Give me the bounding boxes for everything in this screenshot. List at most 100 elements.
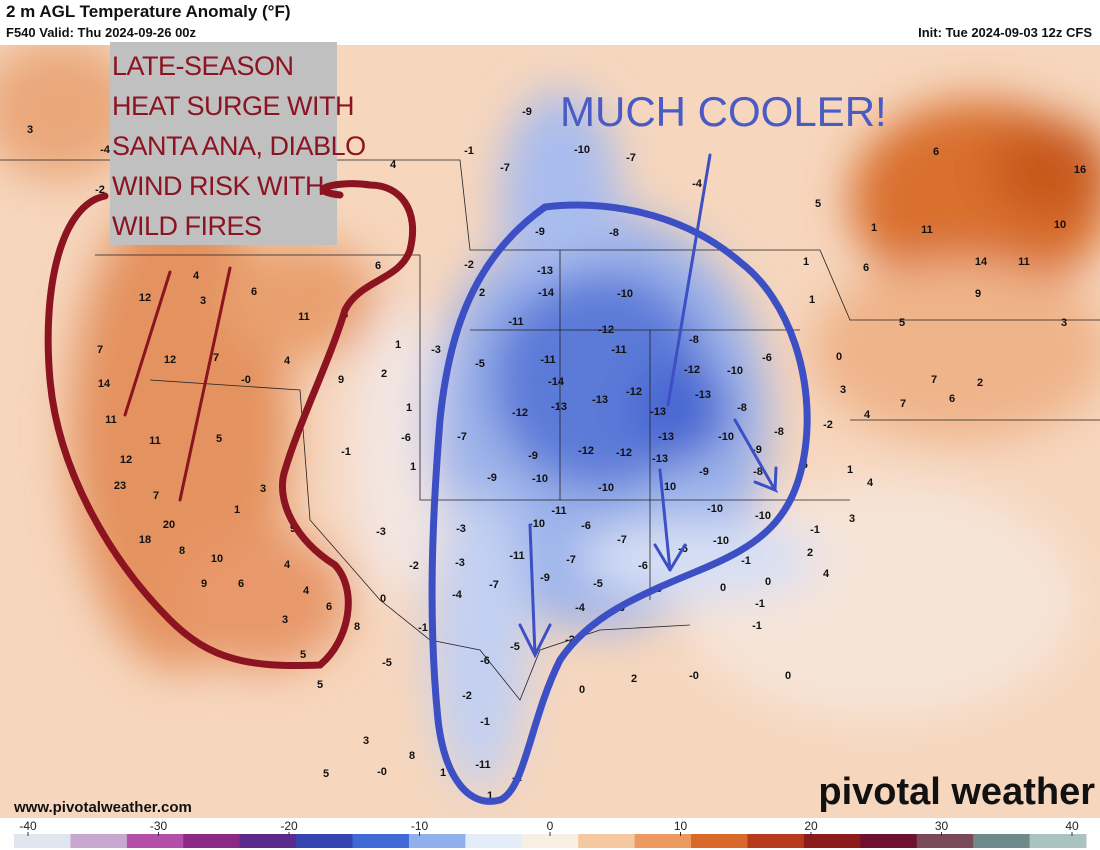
- anomaly-label: 11: [105, 414, 117, 426]
- map-title: 2 m AGL Temperature Anomaly (°F): [6, 2, 291, 21]
- note-line: LATE-SEASON: [112, 51, 294, 81]
- anomaly-label: -11: [475, 759, 490, 771]
- anomaly-label: -11: [551, 505, 566, 517]
- anomaly-label: 1: [809, 294, 815, 306]
- anomaly-label: 3: [840, 384, 846, 396]
- anomaly-label: -9: [540, 572, 550, 584]
- anomaly-label: -2: [95, 184, 105, 196]
- colorbar-swatch: [296, 834, 354, 848]
- anomaly-label: -11: [611, 344, 626, 356]
- anomaly-label: -10: [713, 535, 729, 547]
- anomaly-label: 7: [900, 398, 906, 410]
- colorbar-tick-label: 20: [804, 819, 818, 833]
- website: www.pivotalweather.com: [13, 799, 192, 816]
- anomaly-label: -12: [684, 364, 700, 376]
- colorbar-swatch: [183, 834, 241, 848]
- anomaly-label: 8: [179, 545, 185, 557]
- colorbar-swatch: [70, 834, 128, 848]
- anomaly-label: -4: [692, 178, 703, 190]
- anomaly-label: 9: [201, 578, 207, 590]
- colorbar-tick-label: 40: [1065, 819, 1079, 833]
- note-line: WILD FIRES: [112, 211, 262, 241]
- anomaly-label: -8: [689, 334, 699, 346]
- anomaly-label: -12: [626, 386, 642, 398]
- colorbar-swatch: [239, 834, 297, 848]
- west-annotation: LATE-SEASON HEAT SURGE WITH SANTA ANA, DIA…: [112, 51, 366, 241]
- anomaly-label: -8: [737, 402, 747, 414]
- anomaly-label: 2: [381, 368, 387, 380]
- anomaly-label: -13: [658, 431, 674, 443]
- anomaly-label: -2: [462, 690, 472, 702]
- anomaly-label: 1: [406, 402, 412, 414]
- anomaly-label: -3: [456, 523, 466, 535]
- anomaly-label: -2: [565, 634, 575, 646]
- anomaly-label: 4: [303, 585, 310, 597]
- anomaly-label: 10: [664, 481, 676, 493]
- anomaly-label: 6: [863, 262, 869, 274]
- anomaly-label: -1: [480, 716, 490, 728]
- anomaly-label: -10: [574, 144, 590, 156]
- anomaly-label: -3: [455, 557, 465, 569]
- anomaly-label: 6: [251, 286, 257, 298]
- anomaly-label: -12: [578, 445, 594, 457]
- anomaly-label: -9: [699, 466, 709, 478]
- colorbar-swatch: [352, 834, 410, 848]
- anomaly-label: 5: [815, 198, 821, 210]
- anomaly-label: -7: [626, 152, 636, 164]
- anomaly-label: 2: [977, 377, 983, 389]
- anomaly-label: 0: [836, 351, 842, 363]
- anomaly-label: 9: [975, 288, 981, 300]
- anomaly-label: -12: [512, 407, 528, 419]
- anomaly-label: 1: [410, 461, 416, 473]
- anomaly-label: -9: [528, 450, 538, 462]
- anomaly-label: 12: [139, 292, 151, 304]
- colorbar: -40 -30 -20 -10 0 10 20 30 40: [14, 819, 1087, 848]
- anomaly-label: -6: [401, 432, 411, 444]
- anomaly-label: 3: [282, 614, 288, 626]
- anomaly-label: -10: [755, 510, 771, 522]
- init-time: Init: Tue 2024-09-03 12z CFS: [918, 25, 1092, 40]
- anomaly-label: -7: [566, 554, 576, 566]
- anomaly-label: 9: [338, 374, 344, 386]
- anomaly-label: 6: [375, 260, 381, 272]
- anomaly-label: 12: [120, 454, 132, 466]
- anomaly-label: -5: [593, 578, 603, 590]
- anomaly-label: 8: [354, 621, 360, 633]
- anomaly-label: 6: [933, 146, 939, 158]
- anomaly-label: 1: [395, 339, 401, 351]
- anomaly-label: 5: [216, 433, 222, 445]
- anomaly-label: -10: [617, 288, 633, 300]
- anomaly-label: -4: [575, 602, 586, 614]
- anomaly-label: -14: [548, 376, 565, 388]
- colorbar-tick-label: -10: [411, 819, 429, 833]
- anomaly-label: 5: [300, 649, 306, 661]
- anomaly-label: -9: [522, 106, 532, 118]
- anomaly-label: -12: [598, 324, 614, 336]
- anomaly-label: 20: [163, 519, 175, 531]
- anomaly-label: -8: [609, 227, 619, 239]
- anomaly-label: -7: [500, 162, 510, 174]
- anomaly-label: 4: [284, 559, 291, 571]
- anomaly-label: 10: [211, 553, 223, 565]
- anomaly-label: -6: [762, 352, 772, 364]
- anomaly-label: 11: [1018, 256, 1030, 268]
- anomaly-label: 1: [440, 767, 446, 779]
- colorbar-swatch: [860, 834, 918, 848]
- anomaly-label: -5: [475, 358, 485, 370]
- anomaly-label: -1: [741, 555, 751, 567]
- anomaly-label: 3: [1061, 317, 1067, 329]
- annotation-drawings: [44, 153, 811, 805]
- anomaly-label: -10: [718, 431, 734, 443]
- logo: pivotal weather: [818, 771, 1095, 813]
- anomaly-label: 1: [803, 256, 809, 268]
- anomaly-label: -13: [652, 453, 668, 465]
- anomaly-label: 3: [200, 295, 206, 307]
- anomaly-label: -1: [810, 524, 820, 536]
- anomaly-label: 4: [864, 409, 871, 421]
- anomaly-label: -6: [638, 560, 648, 572]
- anomaly-label: -10: [707, 503, 723, 515]
- anomaly-label: 8: [409, 750, 415, 762]
- anomaly-label: -1: [755, 598, 765, 610]
- anomaly-label: -5: [382, 657, 392, 669]
- colorbar-swatch: [803, 834, 861, 848]
